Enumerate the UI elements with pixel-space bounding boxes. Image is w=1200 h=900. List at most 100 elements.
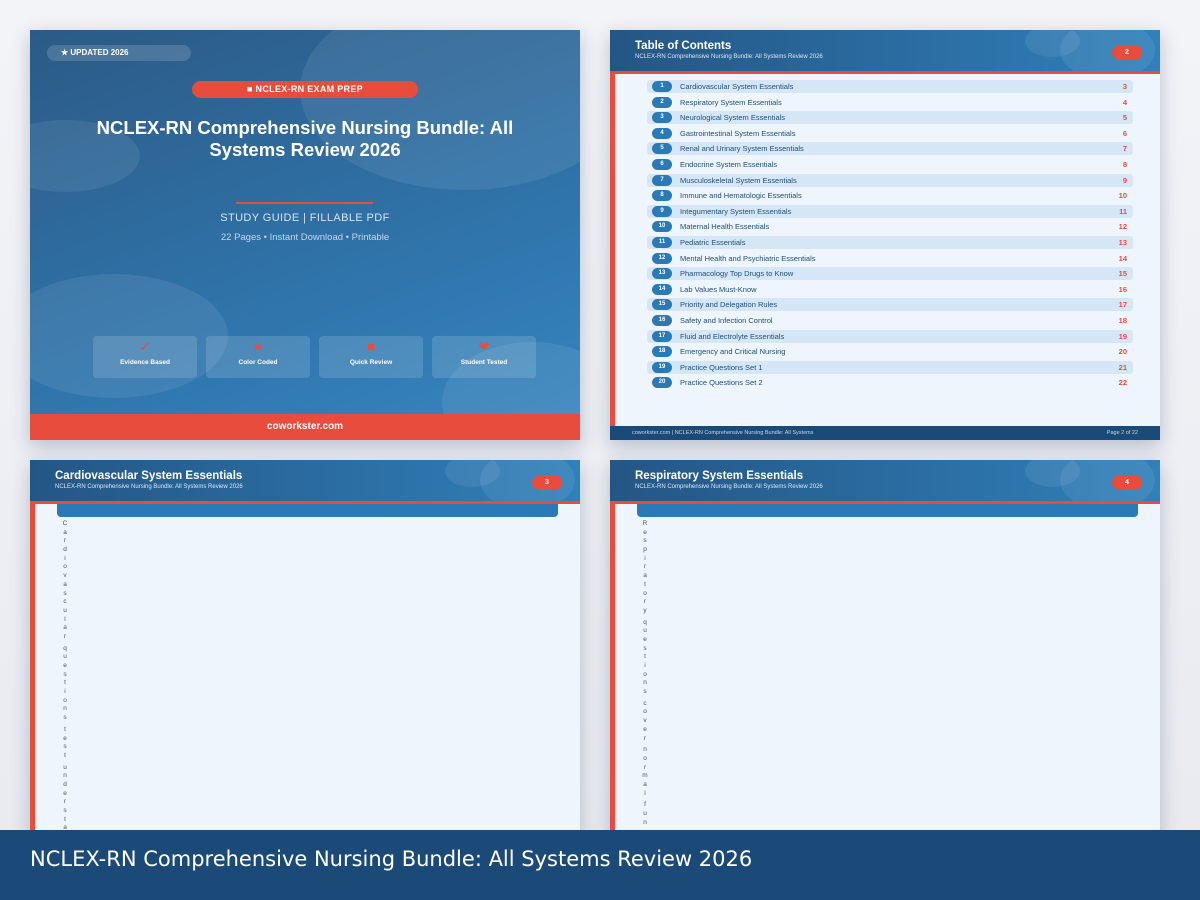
toc-page: 18 <box>1118 316 1127 325</box>
toc-label: Renal and Urinary System Essentials <box>680 144 804 154</box>
product-title-banner: NCLEX-RN Comprehensive Nursing Bundle: A… <box>0 830 1200 900</box>
toc-page: 20 <box>1118 347 1127 357</box>
toc-item[interactable]: 6 Endocrine System Essentials 8 <box>647 158 1133 171</box>
toc-label: Pharmacology Top Drugs to Know <box>680 269 794 279</box>
page-subtitle: NCLEX-RN Comprehensive Nursing Bundle: A… <box>635 54 823 60</box>
toc-number: 6 <box>652 159 672 170</box>
toc-page: 19 <box>1118 331 1127 341</box>
toc-label: Fluid and Electrolyte Essentials <box>680 331 785 341</box>
toc-number: 13 <box>652 268 672 280</box>
square-icon: ■ <box>367 339 375 354</box>
toc-number: 19 <box>652 361 672 373</box>
toc-item[interactable]: 20 Practice Questions Set 2 22 <box>647 376 1133 389</box>
title-divider <box>236 202 373 204</box>
toc-page: 8 <box>1122 160 1127 169</box>
page-number-badge: 4 <box>1112 475 1142 490</box>
category-pill: ■ NCLEX-RN EXAM PREP <box>192 81 418 98</box>
cover-footer: coworkster.com <box>30 414 580 440</box>
toc-item[interactable]: 7 Musculoskeletal System Essentials 9 <box>647 173 1133 187</box>
toc-number: 1 <box>652 81 672 92</box>
toc-label: Emergency and Critical Nursing <box>680 347 786 357</box>
toc-item[interactable]: 2 Respiratory System Essentials 4 <box>647 96 1133 109</box>
toc-page: 10 <box>1118 191 1127 201</box>
toc-number: 20 <box>652 377 672 389</box>
toc-page: 14 <box>1118 253 1127 263</box>
toc-number: 15 <box>652 299 672 311</box>
heart-icon: ❤ <box>478 339 490 354</box>
toc-item[interactable]: 9 Integumentary System Essentials 11 <box>647 204 1133 218</box>
toc-page: 9 <box>1122 175 1127 185</box>
toc-item[interactable]: 14 Lab Values Must-Know 16 <box>647 283 1133 296</box>
feature-card: ❤ Student Tested <box>432 336 536 378</box>
feature-list: ✓ Evidence Based ★ Color Coded ■ Quick Review… <box>93 336 536 378</box>
toc-list: 1 Cardiovascular System Essentials 3 2 Respi… <box>610 74 1160 440</box>
feature-label: Student Tested <box>460 359 508 366</box>
toc-item[interactable]: 18 Emergency and Critical Nursing 20 <box>647 345 1133 358</box>
toc-label: Integumentary System Essentials <box>680 206 792 216</box>
page-header: Cardiovascular System Essentials NCLEX-R… <box>30 460 580 504</box>
page-number-badge: 3 <box>532 475 562 490</box>
toc-number: 9 <box>652 205 672 217</box>
toc-page: 7 <box>1122 144 1127 154</box>
footer-page: Page 2 of 22 <box>1106 430 1138 436</box>
section-bar <box>57 504 558 517</box>
updated-badge: ★ UPDATED 2026 <box>47 45 191 61</box>
toc-page: 6 <box>1122 128 1127 138</box>
toc-page: 22 <box>1118 378 1127 388</box>
toc-item[interactable]: 8 Immune and Hematologic Essentials 10 <box>647 189 1133 202</box>
cover-page: ★ UPDATED 2026 ■ NCLEX-RN EXAM PREP NCLE… <box>30 30 580 440</box>
cover-meta: 22 Pages • Instant Download • Printable <box>220 232 390 243</box>
decor-circle <box>300 30 580 190</box>
toc-item[interactable]: 11 Pediatric Essentials 13 <box>647 236 1133 249</box>
section-bar <box>637 504 1138 517</box>
star-icon: ★ <box>252 339 264 354</box>
toc-page: 11 <box>1119 206 1127 216</box>
toc-item[interactable]: 19 Practice Questions Set 1 21 <box>647 360 1133 374</box>
page-subtitle: NCLEX-RN Comprehensive Nursing Bundle: A… <box>55 484 243 490</box>
toc-item[interactable]: 15 Priority and Delegation Rules 17 <box>647 298 1133 312</box>
page-title: Cardiovascular System Essentials <box>55 470 243 482</box>
toc-page: 13 <box>1118 238 1127 247</box>
toc-item[interactable]: 16 Safety and Infection Control 18 <box>647 314 1133 327</box>
toc-number: 7 <box>652 174 672 186</box>
toc-item[interactable]: 5 Renal and Urinary System Essentials 7 <box>647 142 1133 156</box>
toc-item[interactable]: 12 Mental Health and Psychiatric Essentia… <box>647 252 1133 265</box>
toc-number: 8 <box>652 190 672 202</box>
toc-item[interactable]: 13 Pharmacology Top Drugs to Know 15 <box>647 267 1133 281</box>
toc-item[interactable]: 4 Gastrointestinal System Essentials 6 <box>647 127 1133 140</box>
toc-number: 17 <box>652 330 672 342</box>
toc-number: 18 <box>652 346 672 358</box>
toc-number: 16 <box>652 315 672 326</box>
toc-item[interactable]: 17 Fluid and Electrolyte Essentials 19 <box>647 329 1133 343</box>
toc-number: 12 <box>652 252 672 264</box>
toc-label: Gastrointestinal System Essentials <box>680 128 796 138</box>
toc-page: 4 <box>1122 97 1127 107</box>
toc-page: 17 <box>1118 300 1127 310</box>
toc-item[interactable]: 10 Maternal Health Essentials 12 <box>647 220 1133 233</box>
check-icon: ✓ <box>139 339 151 354</box>
page-header: Respiratory System Essentials NCLEX-RN C… <box>610 460 1160 504</box>
feature-label: Quick Review <box>349 359 393 366</box>
toc-page: 21 <box>1118 362 1127 372</box>
page-header: Table of Contents NCLEX-RN Comprehensive… <box>610 30 1160 74</box>
toc-item[interactable]: 1 Cardiovascular System Essentials 3 <box>647 80 1133 93</box>
toc-label: Endocrine System Essentials <box>680 160 778 169</box>
toc-page: 16 <box>1118 284 1127 294</box>
toc-page: 15 <box>1118 269 1127 279</box>
toc-page: 3 <box>1122 82 1127 91</box>
feature-card: ✓ Evidence Based <box>93 336 197 378</box>
toc-label: Practice Questions Set 1 <box>680 362 763 372</box>
toc-number: 3 <box>652 112 672 124</box>
feature-label: Evidence Based <box>120 359 170 366</box>
toc-label: Practice Questions Set 2 <box>680 378 763 388</box>
toc-label: Pediatric Essentials <box>680 238 746 247</box>
toc-item[interactable]: 3 Neurological System Essentials 5 <box>647 111 1133 125</box>
toc-label: Musculoskeletal System Essentials <box>680 175 797 185</box>
toc-label: Cardiovascular System Essentials <box>680 82 794 91</box>
toc-label: Neurological System Essentials <box>680 113 786 123</box>
cover-subtitle: STUDY GUIDE | FILLABLE PDF <box>220 212 390 224</box>
toc-number: 5 <box>652 143 672 155</box>
toc-number: 10 <box>652 221 672 233</box>
